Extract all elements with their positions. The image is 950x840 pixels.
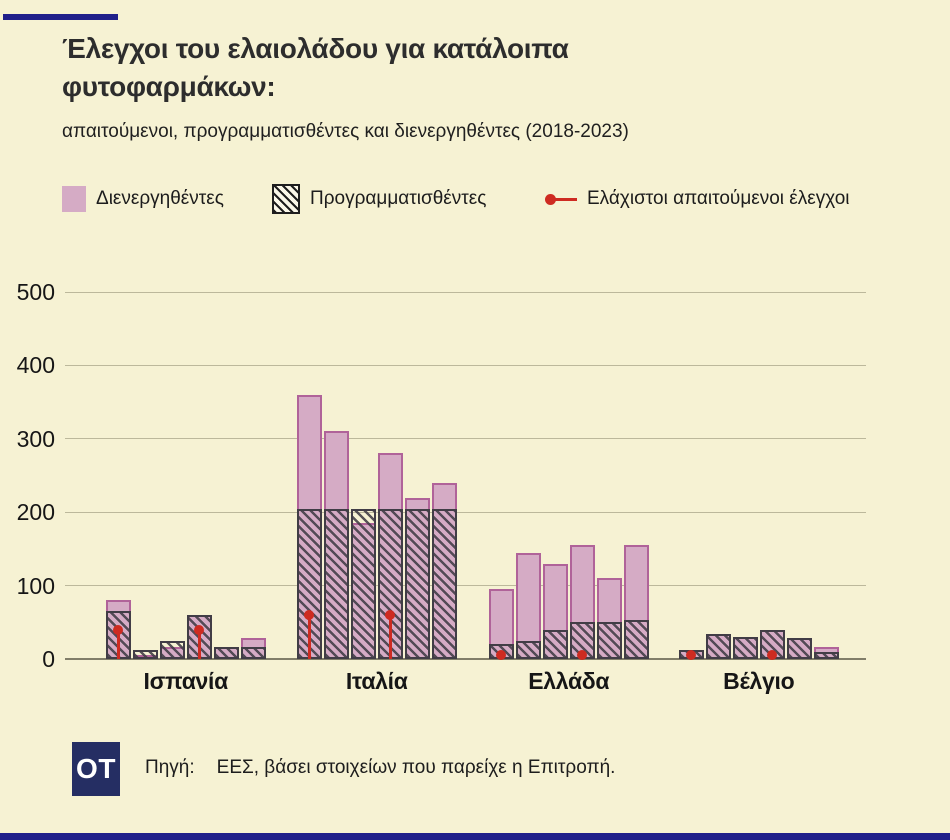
bar-planned-Ισπανία-2019[interactable] [133,650,158,659]
bar-planned-Βέλγιο-2020[interactable] [733,636,758,659]
min-required-marker-line[interactable] [116,629,120,659]
bottom-brand-bar [0,833,950,840]
gridline-200 [65,511,866,513]
legend-label: Προγραμματισθέντες [310,188,487,209]
bar-planned-Ιταλία-2018[interactable] [297,508,322,659]
y-axis-tick-label: 100 [16,572,55,599]
legend-item-min-required[interactable]: Ελάχιστοι απαιτούμενοι έλεγχοι [545,184,850,214]
bar-planned-Ιταλία-2020[interactable] [351,508,376,659]
min-required-marker-line[interactable] [307,614,311,659]
bar-planned-Ελλάδα-2019[interactable] [516,640,541,659]
legend-label: Ελάχιστοι απαιτούμενοι έλεγχοι [587,188,850,209]
bar-planned-Ελλάδα-2020[interactable] [543,629,568,659]
bar-planned-Βέλγιο-2022[interactable] [787,637,812,659]
chart-title-line2: φυτοφαρμάκων: [62,71,276,102]
gridline-0 [65,658,866,660]
bar-planned-Ισπανία-2023[interactable] [241,647,266,659]
chart-title-line1: Έλεγχοι του ελαιολάδου για κατάλοιπα [62,33,569,64]
accent-line [3,14,118,20]
min-required-marker-line[interactable] [197,629,201,659]
chart-subtitle: απαιτούμενοι, προγραμματισθέντες και διε… [62,121,629,142]
y-axis-tick-label: 200 [16,499,55,526]
min-required-marker-dot[interactable] [113,624,124,635]
chart-title: Έλεγχοι του ελαιολάδου για κατάλοιπα φυτ… [62,30,822,106]
planned-hatch-swatch-icon [272,184,300,214]
bar-planned-Ισπανία-2020[interactable] [160,641,185,659]
gridline-400 [65,364,866,366]
min-required-marker-dot[interactable] [304,609,315,620]
bar-planned-Βέλγιο-2023[interactable] [814,651,839,659]
bar-planned-Ιταλία-2022[interactable] [405,508,430,659]
min-required-marker-line[interactable] [388,614,392,659]
x-axis-label-Βέλγιο: Βέλγιο [723,668,795,694]
source-line: Πηγή: ΕΕΣ, βάσει στοιχείων που παρείχε η … [145,757,615,779]
bar-planned-Ισπανία-2022[interactable] [214,646,239,659]
performed-swatch-icon [62,186,86,212]
gridline-300 [65,438,866,440]
min-required-marker-dot[interactable] [496,650,507,661]
x-axis-label-Ισπανία: Ισπανία [143,668,229,694]
bar-planned-Ελλάδα-2022[interactable] [597,622,622,659]
y-axis-tick-label: 300 [16,425,55,452]
ot-logo: OT [72,742,120,796]
gridline-100 [65,585,866,587]
legend-label: Διενεργηθέντες [96,188,224,209]
source-text: ΕΕΣ, βάσει στοιχείων που παρείχε η Επιτρ… [216,757,616,778]
y-axis-tick-label: 500 [16,279,55,305]
y-axis-tick-label: 400 [16,352,55,379]
min-required-marker-icon [545,193,577,205]
bar-planned-Βέλγιο-2019[interactable] [706,634,731,659]
min-required-marker-dot[interactable] [385,609,396,620]
legend-item-performed[interactable]: Διενεργηθέντες [62,184,224,214]
gridline-500 [65,291,866,293]
y-axis-tick-label: 0 [42,646,55,672]
bar-planned-Ελλάδα-2023[interactable] [624,620,649,659]
min-required-marker-dot[interactable] [194,624,205,635]
x-axis-label-Ιταλία: Ιταλία [345,668,408,694]
x-axis-label-Ελλάδα: Ελλάδα [528,668,610,694]
min-required-marker-dot[interactable] [686,650,697,661]
bar-planned-Ιταλία-2019[interactable] [324,508,349,659]
source-label: Πηγή: [145,757,195,778]
min-required-marker-dot[interactable] [577,650,588,661]
legend-item-planned[interactable]: Προγραμματισθέντες [272,184,486,214]
min-required-marker-dot[interactable] [767,650,778,661]
bar-planned-Ιταλία-2023[interactable] [432,508,457,659]
